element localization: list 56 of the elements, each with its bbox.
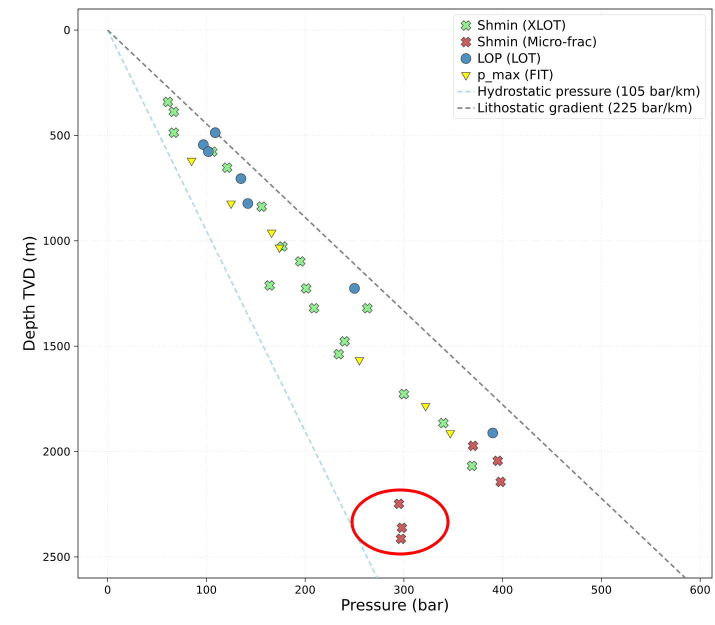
point (396, 534, 406, 544)
point (394, 498, 404, 509)
legend-label: Shmin (XLOT) (478, 20, 565, 32)
x-tick-label: 500 (592, 586, 612, 594)
point (222, 162, 232, 173)
x-tick-label: 600 (690, 586, 710, 594)
point (274, 244, 284, 253)
point (168, 106, 179, 118)
x-tick-label: 300 (394, 586, 414, 594)
point (438, 418, 449, 428)
x-tick-label: 100 (197, 586, 216, 594)
legend-label: Lithostatic gradient (225 bar/km) (478, 102, 692, 115)
point (354, 357, 364, 366)
point (242, 198, 254, 209)
y-tick-label: 1000 (44, 236, 70, 245)
point (420, 403, 430, 412)
point (308, 303, 320, 314)
x-tick-label: 200 (295, 586, 315, 594)
point (349, 283, 360, 294)
y-tick-label: 500 (50, 131, 70, 140)
point (162, 96, 174, 108)
legend-label: Hydrostatic pressure (105 bar/km) (478, 86, 700, 98)
point (264, 280, 275, 291)
legend-label: p_max (FIT) (478, 69, 552, 82)
point (198, 139, 209, 150)
x-axis-title: Pressure (bar) (342, 598, 448, 612)
y-axis-title: Depth TVD (m) (22, 236, 38, 350)
point (446, 430, 455, 438)
point (466, 460, 478, 472)
point (398, 388, 410, 400)
y-tick-label: 0 (64, 26, 70, 34)
point (266, 230, 276, 238)
point (236, 173, 246, 184)
legend-label: Shmin (Micro-frac) (478, 36, 596, 48)
y-tick-label: 2000 (43, 447, 70, 456)
point (186, 158, 196, 166)
point (468, 440, 478, 452)
point (226, 200, 236, 209)
point (396, 522, 408, 534)
y-tick-label: 1500 (44, 342, 70, 350)
point (339, 336, 350, 347)
point (295, 256, 306, 267)
point (300, 283, 312, 294)
point (256, 201, 267, 212)
point (334, 349, 344, 360)
legend-label: LOP (LOT) (478, 52, 540, 64)
point (495, 476, 506, 488)
point (487, 428, 498, 438)
x-tick-label: 400 (492, 586, 512, 594)
point (168, 128, 179, 138)
y-tick-label: 2500 (43, 552, 70, 562)
point (492, 456, 503, 466)
point (362, 303, 373, 314)
point (203, 146, 214, 157)
point (210, 127, 221, 138)
x-tick-label: 0 (104, 586, 110, 594)
